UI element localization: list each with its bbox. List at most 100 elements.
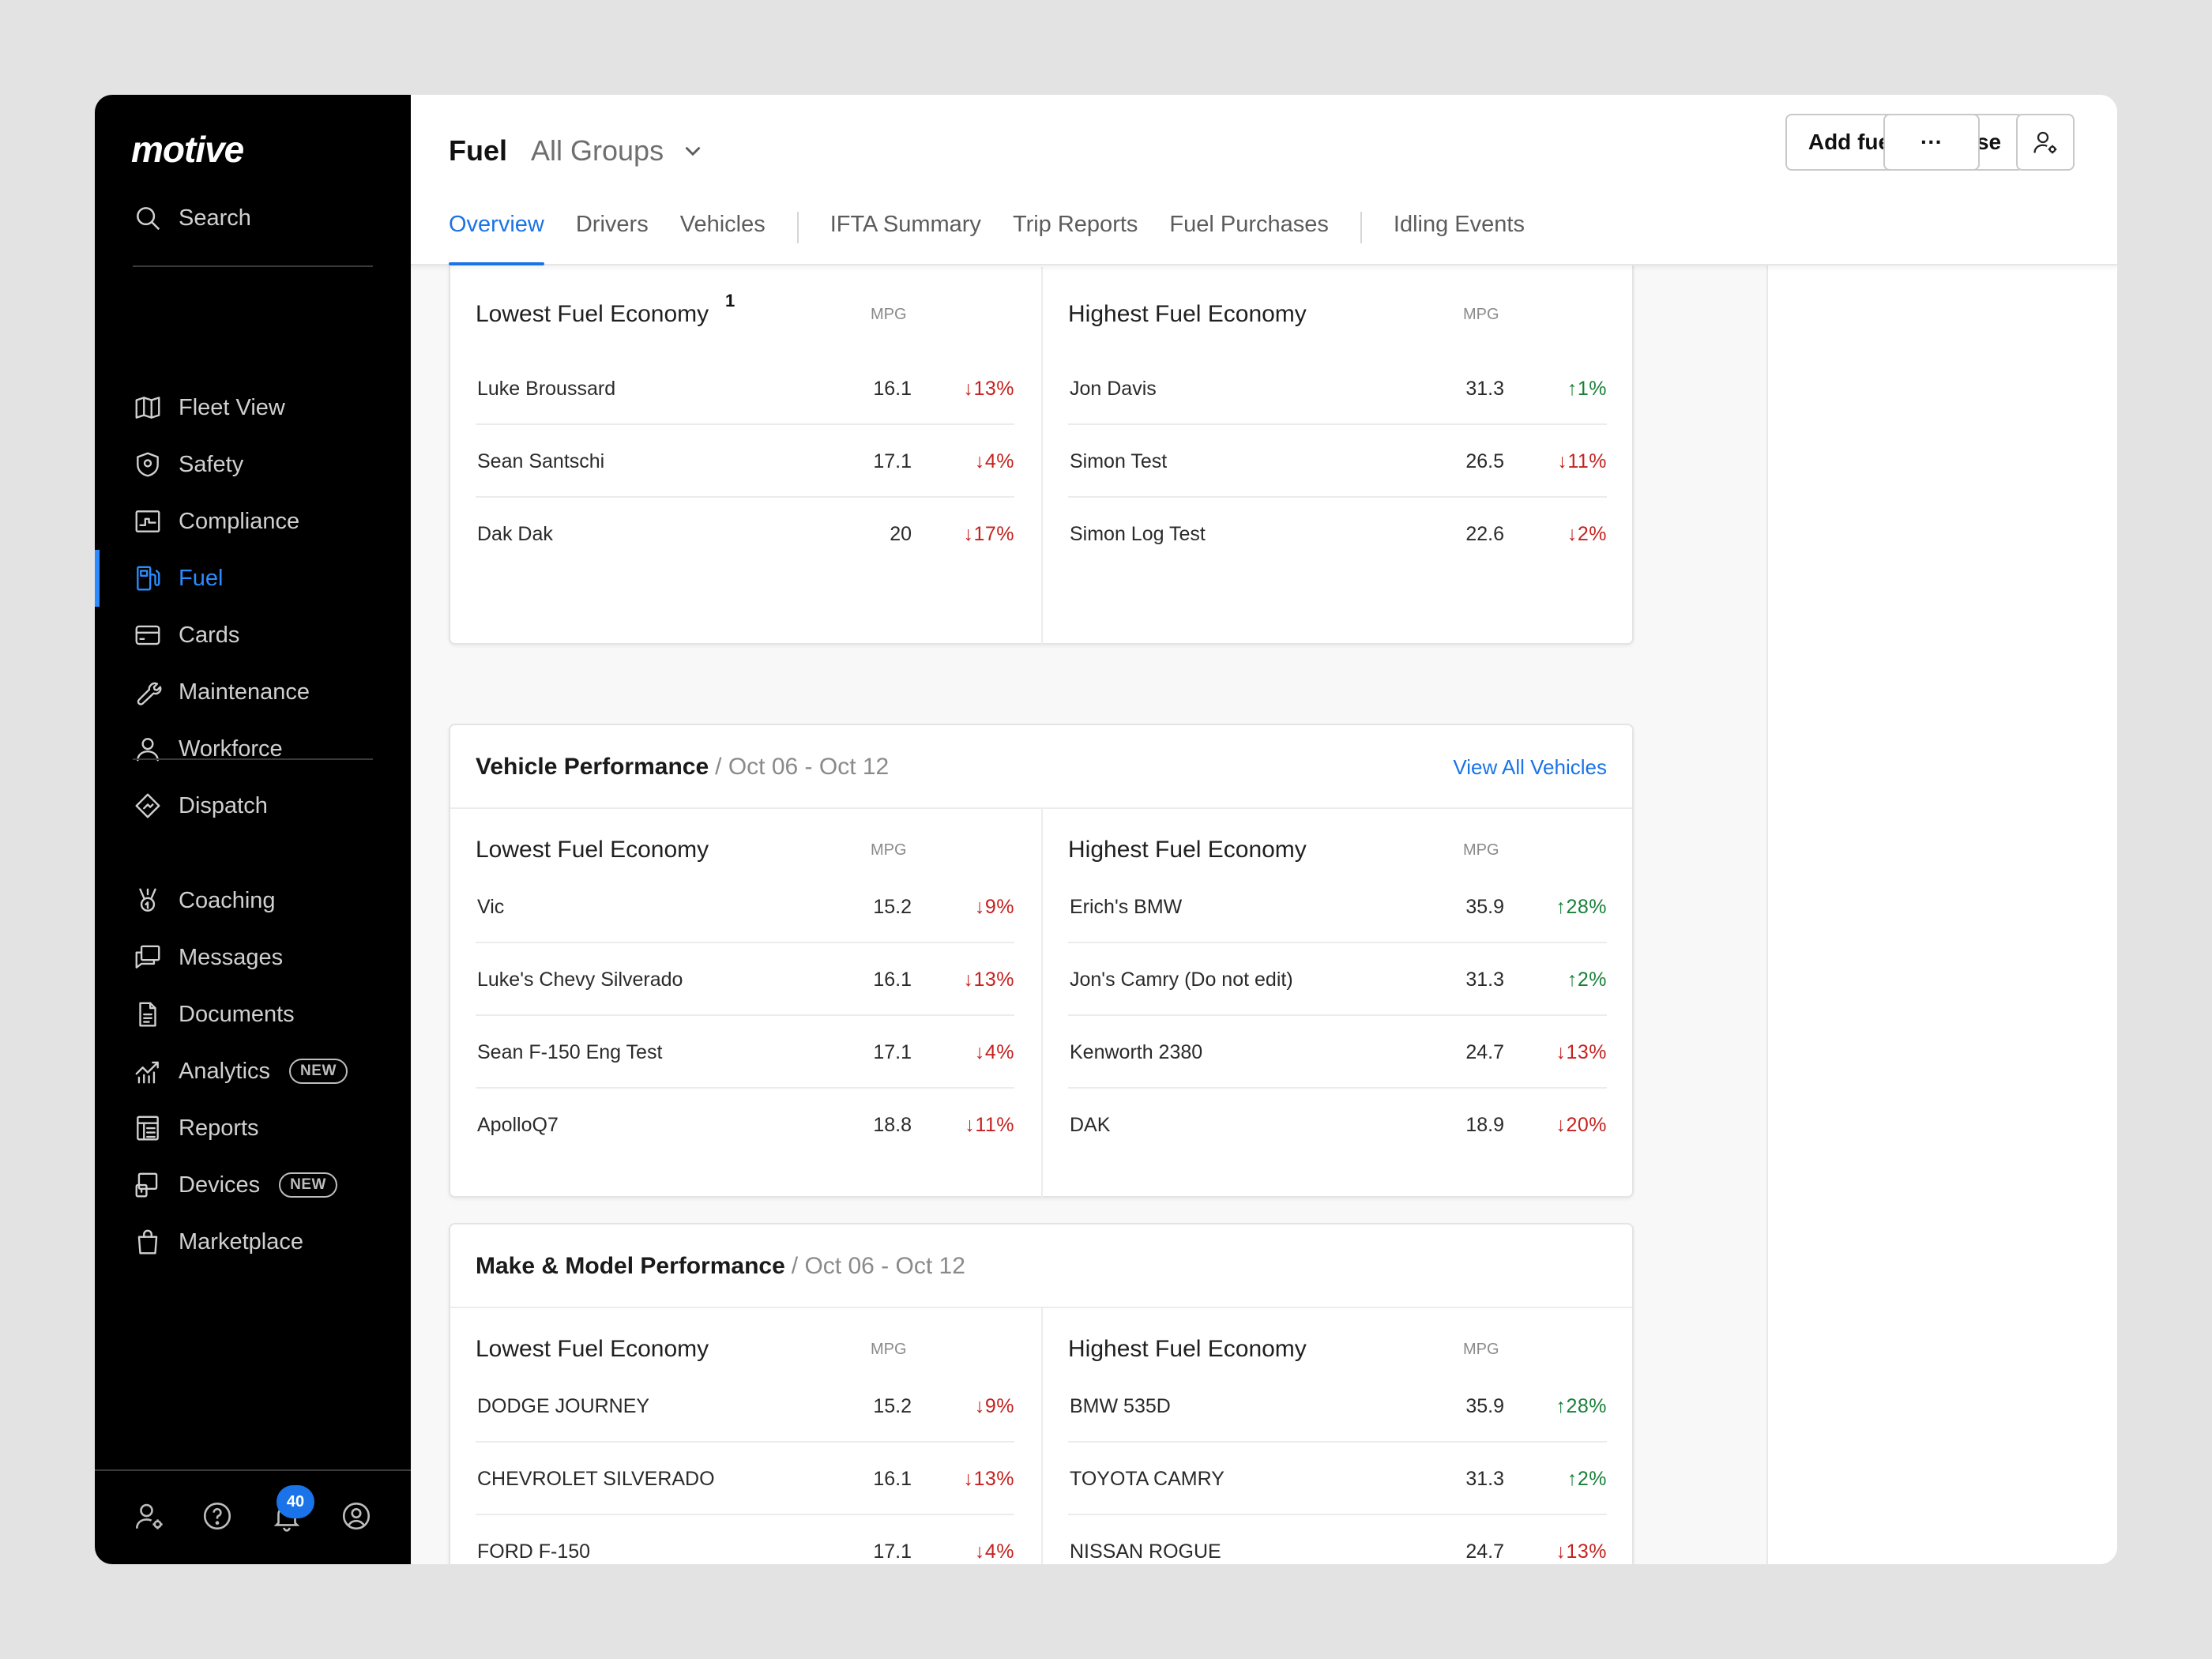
row-name: Luke Broussard — [477, 377, 616, 400]
main-content[interactable]: Lowest Fuel Economy 1 MPG Luke Broussard… — [411, 265, 1766, 1564]
messages-icon — [133, 942, 179, 972]
change-down: ↓9% — [974, 1394, 1014, 1417]
row-mpg-value: 31.3 — [1465, 968, 1504, 991]
row-name: Vic — [477, 895, 505, 918]
tab-overview[interactable]: Overview — [449, 205, 544, 265]
new-badge: NEW — [289, 1059, 348, 1084]
column-title: Highest Fuel Economy — [1068, 301, 1307, 327]
sidebar-item-fuel[interactable]: Fuel — [133, 555, 393, 602]
tab-drivers[interactable]: Drivers — [575, 212, 649, 237]
sidebar-item-reports[interactable]: Reports — [133, 1104, 393, 1152]
table-row: DAK 18.9 ↓20% — [1068, 1089, 1607, 1161]
change-down: ↓11% — [1557, 450, 1607, 472]
change-down: ↓2% — [1567, 522, 1607, 545]
sidebar-divider — [133, 758, 373, 760]
card-icon — [133, 620, 179, 650]
row-name: Jon's Camry (Do not edit) — [1070, 968, 1293, 991]
sidebar-item-workforce[interactable]: Workforce — [133, 725, 393, 773]
tab-fuel-purchases[interactable]: Fuel Purchases — [1169, 212, 1329, 237]
tab-separator — [1360, 212, 1362, 243]
account-icon[interactable] — [340, 1499, 373, 1533]
column-unit: MPG — [1463, 1340, 1499, 1358]
row-name: Sean Santschi — [477, 450, 605, 472]
sidebar-item-cards[interactable]: Cards — [133, 611, 393, 659]
user-settings-icon[interactable] — [133, 1499, 166, 1533]
column-header: Lowest Fuel Economy MPG — [476, 1326, 1014, 1373]
map-icon — [133, 393, 179, 423]
sidebar-bottom-divider — [95, 1469, 411, 1471]
tab-vehicles[interactable]: Vehicles — [679, 212, 766, 237]
sidebar-item-dispatch[interactable]: Dispatch — [133, 782, 393, 830]
table-row: Luke Broussard 16.1 ↓13% — [476, 352, 1014, 425]
tab-ifta-summary[interactable]: IFTA Summary — [830, 212, 981, 237]
column-header: Highest Fuel Economy MPG — [1068, 291, 1607, 338]
sidebar-item-documents[interactable]: Documents — [133, 991, 393, 1038]
sidebar-item-fleet-view[interactable]: Fleet View — [133, 384, 393, 431]
table-row: BMW 535D 35.9 ↑28% — [1068, 1370, 1607, 1443]
column-divider — [1041, 267, 1043, 645]
change-down: ↓17% — [963, 522, 1014, 545]
user-settings-button[interactable] — [2016, 114, 2075, 171]
tab-trip-reports[interactable]: Trip Reports — [1012, 212, 1138, 237]
sidebar-item-label: Marketplace — [179, 1228, 303, 1255]
column-divider — [1041, 809, 1043, 1198]
row-mpg-value: 35.9 — [1465, 1394, 1504, 1417]
help-icon[interactable] — [201, 1499, 234, 1533]
table-row: NISSAN ROGUE 24.7 ↓13% — [1068, 1515, 1607, 1564]
document-icon — [133, 999, 179, 1029]
card-header: Vehicle Performance / Oct 06 - Oct 12 Vi… — [450, 725, 1632, 809]
table-row: FORD F-150 17.1 ↓4% — [476, 1515, 1014, 1564]
motive-logo[interactable]: motive — [131, 129, 244, 170]
card-title-text: Make & Model Performance — [476, 1253, 785, 1279]
change-down: ↓20% — [1556, 1113, 1607, 1136]
more-options-button[interactable]: ··· — [1883, 114, 1980, 171]
column-title: Highest Fuel Economy — [1068, 1336, 1307, 1362]
row-name: DODGE JOURNEY — [477, 1394, 650, 1417]
sidebar-item-messages[interactable]: Messages — [133, 934, 393, 981]
search-icon — [137, 207, 160, 231]
group-selector[interactable]: All Groups — [531, 123, 706, 179]
table-row: TOYOTA CAMRY 31.3 ↑2% — [1068, 1443, 1607, 1515]
sidebar-item-maintenance[interactable]: Maintenance — [133, 668, 393, 716]
card-title: Vehicle Performance / Oct 06 - Oct 12 — [476, 747, 889, 787]
change-down: ↓11% — [965, 1113, 1014, 1136]
compliance-icon — [133, 506, 179, 536]
row-mpg-value: 18.8 — [873, 1113, 912, 1136]
sidebar-item-analytics[interactable]: Analytics NEW — [133, 1048, 393, 1095]
change-down: ↓13% — [963, 968, 1014, 991]
vehicle-performance-card: Vehicle Performance / Oct 06 - Oct 12 Vi… — [449, 724, 1634, 1198]
table-row: Luke's Chevy Silverado 16.1 ↓13% — [476, 943, 1014, 1016]
tab-idling-events[interactable]: Idling Events — [1393, 212, 1525, 237]
page-title: Fuel — [449, 134, 508, 167]
notification-count-badge: 40 — [276, 1485, 314, 1518]
row-name: NISSAN ROGUE — [1070, 1540, 1221, 1563]
sidebar-item-marketplace[interactable]: Marketplace — [133, 1218, 393, 1266]
sidebar-item-coaching[interactable]: Coaching — [133, 877, 393, 924]
view-all-vehicles-link[interactable]: View All Vehicles — [1453, 754, 1607, 779]
sidebar-item-devices[interactable]: Devices NEW — [133, 1161, 393, 1209]
sidebar-item-label: Analytics — [179, 1058, 271, 1084]
sidebar-item-safety[interactable]: Safety — [133, 441, 393, 488]
sidebar-item-label: Cards — [179, 622, 240, 648]
row-name: Sean F-150 Eng Test — [477, 1040, 663, 1063]
row-mpg-value: 31.3 — [1465, 377, 1504, 400]
page-header: Fuel All Groups Add fuel purchase ··· Ov… — [411, 95, 2117, 265]
sidebar-item-label: Safety — [179, 451, 244, 477]
change-down: ↓4% — [974, 1540, 1014, 1563]
change-down: ↓9% — [974, 895, 1014, 918]
table-row: Simon Log Test 22.6 ↓2% — [1068, 498, 1607, 570]
row-mpg-value: 17.1 — [873, 450, 912, 472]
column-unit: MPG — [871, 841, 907, 859]
search-item[interactable]: Search — [133, 194, 393, 242]
dispatch-icon — [133, 791, 179, 821]
column-header: Lowest Fuel Economy MPG — [476, 826, 1014, 874]
sidebar-item-compliance[interactable]: Compliance — [133, 498, 393, 545]
change-down: ↓13% — [963, 1467, 1014, 1490]
change-down: ↓13% — [1556, 1540, 1607, 1563]
table-row: Jon Davis 31.3 ↑1% — [1068, 352, 1607, 425]
sidebar-item-label: Maintenance — [179, 679, 310, 705]
row-mpg-value: 24.7 — [1465, 1540, 1504, 1563]
row-name: Kenworth 2380 — [1070, 1040, 1203, 1063]
sidebar-item-label: Compliance — [179, 508, 300, 534]
sidebar-item-label: Reports — [179, 1115, 259, 1141]
